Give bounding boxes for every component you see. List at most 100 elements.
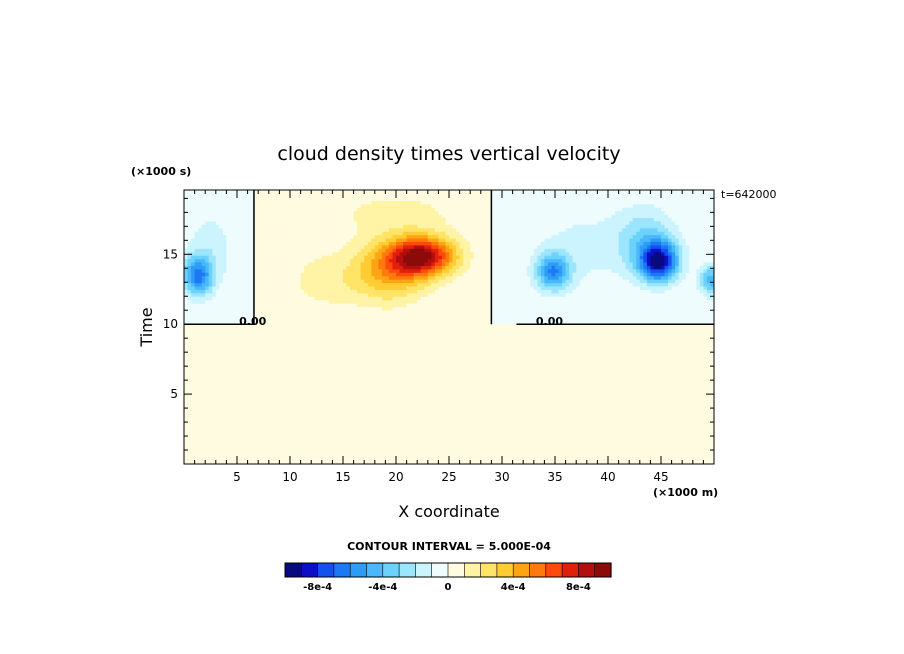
contour-cell [343,306,348,311]
contour-cell [367,309,372,314]
contour-cell [502,234,507,239]
contour-cell [254,309,259,314]
contour-cell [424,299,429,304]
contour-cell [364,224,369,229]
contour-cell [251,303,256,308]
contour-cell [456,282,461,287]
contour-cell [494,210,500,215]
contour-cell [685,227,690,232]
contour-cell [339,313,344,318]
contour-cell [420,296,425,301]
contour-cell [222,306,227,311]
contour-cell [392,299,397,304]
contour-cell [576,309,581,314]
contour-cell [583,296,588,301]
contour-cell [685,224,690,229]
contour-cell [201,244,206,249]
contour-cell [247,275,252,280]
contour-cell [452,241,457,246]
contour-cell [540,303,545,308]
contour-cell [583,227,588,232]
contour-cell [191,316,196,321]
contour-cell [537,258,542,263]
contour-cell [318,272,323,277]
contour-cell [661,213,666,218]
contour-cell [357,275,362,280]
contour-cell [328,217,333,222]
contour-cell [212,207,217,212]
contour-cell [332,279,337,284]
contour-cell [332,296,337,301]
contour-cell [618,289,623,294]
contour-cell [396,296,401,301]
contour-cell [282,224,288,229]
contour-cell [625,306,630,311]
contour-cell [300,210,305,215]
contour-cell [487,289,492,294]
contour-cell [431,265,436,270]
contour-cell [491,248,496,253]
contour-cell [275,282,280,287]
contour-cell [201,279,206,284]
contour-cell [194,289,199,294]
contour-cell [661,292,666,297]
contour-cell [449,224,454,229]
contour-cell [463,231,468,236]
contour-cell [675,275,680,280]
contour-cell [516,227,521,232]
contour-cell [208,255,213,260]
contour-cell [473,224,478,229]
contour-cell [350,224,355,229]
contour-cell [406,234,411,239]
contour-cell [604,237,609,242]
contour-cell [187,303,192,308]
contour-cell [293,224,298,229]
contour-cell [611,213,616,218]
contour-cell [487,251,492,256]
contour-cell [219,258,224,263]
contour-cell [480,306,485,311]
contour-cell [452,306,457,311]
contour-cell [604,272,609,277]
contour-cell [399,255,404,260]
contour-cell [477,234,482,239]
contour-cell [537,320,542,325]
contour-cell [194,272,199,277]
contour-cell [184,220,189,225]
contour-cell [579,258,584,263]
contour-cell [526,241,531,246]
contour-cell [272,289,277,294]
contour-cell [533,292,538,297]
contour-cell [251,258,256,263]
contour-cell [547,272,553,277]
contour-cell [311,231,316,236]
contour-cell [512,292,517,297]
contour-cell [611,282,616,287]
contour-cell [494,234,500,239]
contour-cell [328,275,333,280]
contour-cell [208,279,213,284]
contour-cell [300,275,305,280]
contour-cell [339,306,344,311]
contour-cell [420,292,425,297]
contour-cell [374,316,379,321]
contour-cell [706,296,712,301]
contour-cell [219,289,224,294]
contour-cell [282,292,288,297]
contour-cell [526,258,531,263]
contour-cell [307,275,312,280]
contour-cell [198,268,203,273]
contour-cell [639,210,644,215]
contour-cell [417,316,422,321]
contour-cell [583,217,588,222]
contour-cell [544,261,549,266]
contour-cell [272,255,277,260]
contour-cell [445,272,450,277]
contour-cell [671,275,676,280]
contour-cell [629,258,634,263]
contour-cell [311,227,316,232]
contour-cell [466,306,471,311]
contour-cell [300,217,305,222]
contour-cell [194,309,199,314]
contour-cell [212,279,217,284]
